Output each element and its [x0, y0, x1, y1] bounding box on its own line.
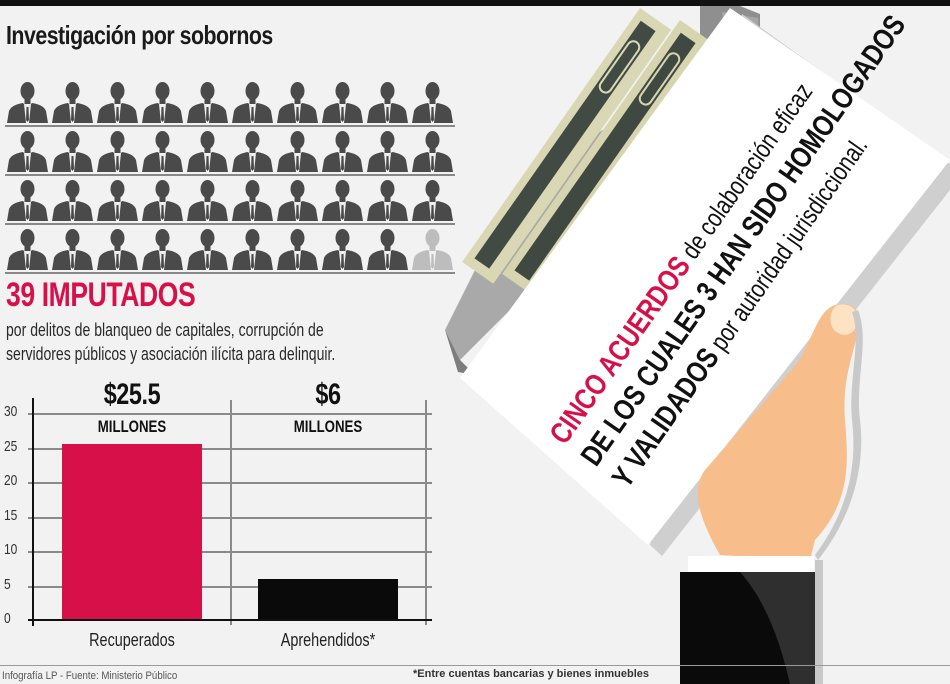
person-icon	[230, 78, 275, 123]
bar-aprehendidos	[258, 578, 398, 620]
defendants-headline: 39 IMPUTADOS	[6, 276, 196, 314]
footer-divider	[0, 665, 950, 666]
y-tick-label: 15	[4, 506, 18, 524]
y-tick-label: 20	[4, 472, 18, 489]
chart-divider-right	[425, 400, 427, 625]
person-icon	[50, 176, 95, 221]
description-line-2: servidores públicos y asociación ilícita…	[6, 344, 336, 364]
source-credit: Infografía LP - Fuente: Ministerio Públi…	[2, 670, 178, 682]
category-label-recuperados: Recuperados	[89, 630, 175, 650]
person-icon	[140, 176, 185, 221]
person-icon	[140, 127, 185, 172]
page-title: Investigación por sobornos	[6, 20, 273, 50]
person-icon	[50, 78, 95, 123]
person-icon	[365, 78, 410, 123]
person-icon	[320, 176, 365, 221]
chart-divider-middle	[230, 400, 232, 625]
person-icon	[5, 78, 50, 123]
bar1-value-label: $25.5	[103, 378, 161, 411]
people-row	[5, 225, 455, 274]
bar-chart: 0 5 10 15 20 25 30 $25.5 MILLONES $6 MILLONES …	[0, 378, 440, 670]
y-tick-label: 5	[4, 575, 11, 593]
person-icon	[230, 176, 275, 221]
person-icon	[95, 78, 140, 123]
person-icon	[320, 78, 365, 123]
person-icon	[95, 225, 140, 270]
person-icon	[275, 78, 320, 123]
bar1-unit-label: MILLONES	[97, 417, 167, 436]
y-tick-label: 25	[4, 437, 18, 455]
person-icon	[410, 225, 455, 270]
document-text: CINCO ACUERDOS de colaboración eficaz DE…	[542, 0, 950, 495]
bar-recuperados	[62, 444, 202, 620]
person-icon	[5, 127, 50, 172]
person-icon	[140, 225, 185, 270]
people-row	[5, 78, 455, 127]
y-axis	[32, 398, 34, 626]
footnote: *Entre cuentas bancarias y bienes inmueb…	[413, 668, 649, 680]
category-label-aprehendidos: Aprehendidos*	[280, 630, 376, 650]
person-icon	[185, 225, 230, 270]
person-icon	[5, 176, 50, 221]
charges-description: por delitos de blanqueo de capitales, co…	[6, 318, 412, 366]
person-icon	[320, 127, 365, 172]
x-axis	[28, 619, 432, 621]
person-icon	[95, 127, 140, 172]
person-icon	[275, 176, 320, 221]
person-icon	[185, 176, 230, 221]
person-icon	[410, 176, 455, 221]
person-icon	[275, 225, 320, 270]
person-icon	[365, 225, 410, 270]
person-icon	[5, 225, 50, 270]
person-icon	[95, 176, 140, 221]
person-icon	[185, 127, 230, 172]
document-line-2: DE LOS CUALES 3 HAN SIDO HOMOLOGADOS	[574, 9, 913, 472]
person-icon	[275, 127, 320, 172]
person-icon	[230, 225, 275, 270]
person-icon	[410, 127, 455, 172]
person-icon	[50, 127, 95, 172]
top-border	[0, 0, 950, 6]
person-icon	[365, 127, 410, 172]
people-grid	[5, 78, 455, 274]
person-icon	[230, 127, 275, 172]
y-tick-label: 0	[4, 610, 11, 627]
people-row	[5, 127, 455, 176]
person-icon	[365, 176, 410, 221]
description-line-1: por delitos de blanqueo de capitales, co…	[6, 320, 324, 340]
bar2-unit-label: MILLONES	[293, 417, 363, 436]
person-icon	[185, 78, 230, 123]
bar2-value-label: $6	[315, 378, 341, 411]
person-icon	[50, 225, 95, 270]
person-icon	[320, 225, 365, 270]
person-icon	[140, 78, 185, 123]
y-tick-label: 30	[4, 403, 18, 420]
y-tick-label: 10	[4, 541, 18, 558]
person-icon	[410, 78, 455, 123]
people-row	[5, 176, 455, 225]
